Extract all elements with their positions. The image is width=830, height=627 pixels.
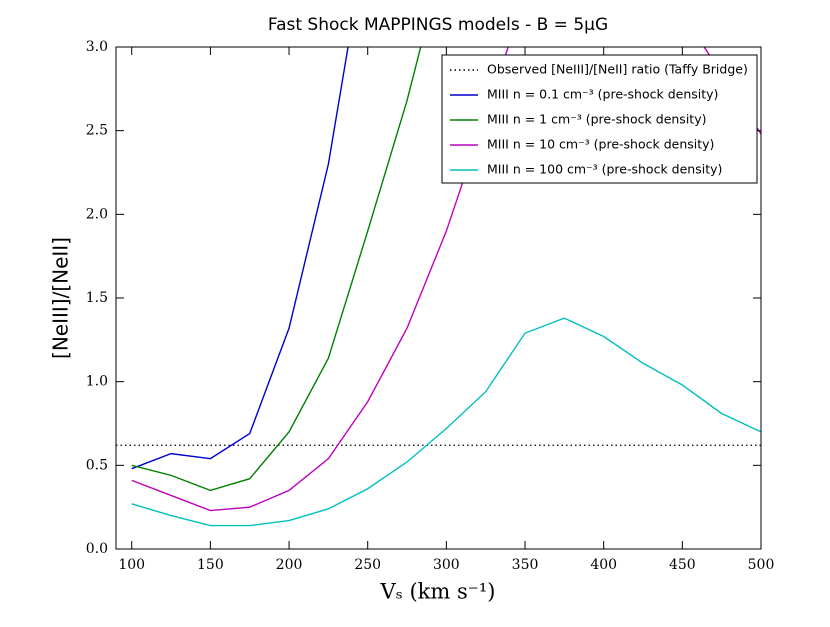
legend-box [441, 54, 758, 184]
x-tick-label: 300 [433, 557, 460, 573]
legend-label: MIII n = 100 cm⁻³ (pre-shock density) [487, 162, 722, 177]
y-tick-label: 1.0 [86, 374, 108, 390]
x-tick-label: 400 [590, 557, 617, 573]
y-tick-label: 1.5 [86, 290, 108, 306]
x-tick-label: 450 [669, 557, 696, 573]
x-tick-label: 200 [276, 557, 303, 573]
chart-title: Fast Shock MAPPINGS models - B = 5μG [268, 15, 608, 35]
legend-label: Observed [NeIII]/[NeII] ratio (Taffy Bri… [487, 62, 748, 77]
y-tick-label: 3.0 [86, 39, 108, 55]
x-tick-label: 500 [748, 557, 775, 573]
y-tick-label: 2.5 [86, 123, 108, 139]
x-tick-label: 150 [197, 557, 224, 573]
y-tick-label: 2.0 [86, 206, 108, 222]
series-line [131, 47, 761, 512]
y-tick-label: 0.5 [86, 457, 108, 473]
plot-area [116, 47, 761, 527]
series-line [131, 47, 422, 492]
x-tick-label: 100 [118, 557, 145, 573]
legend-label: MIII n = 10 cm⁻³ (pre-shock density) [487, 137, 714, 152]
legend-label: MIII n = 0.1 cm⁻³ (pre-shock density) [487, 87, 718, 102]
x-tick-label: 250 [354, 557, 381, 573]
y-tick-label: 0.0 [86, 541, 108, 557]
y-axis-label: [NeIII]/[NeII] [49, 237, 73, 359]
series-line [131, 47, 349, 470]
legend-label: MIII n = 1 cm⁻³ (pre-shock density) [487, 112, 706, 127]
x-axis-label: Vₛ (km s⁻¹) [380, 580, 496, 604]
x-tick-label: 350 [512, 557, 539, 573]
series-line [131, 317, 761, 527]
